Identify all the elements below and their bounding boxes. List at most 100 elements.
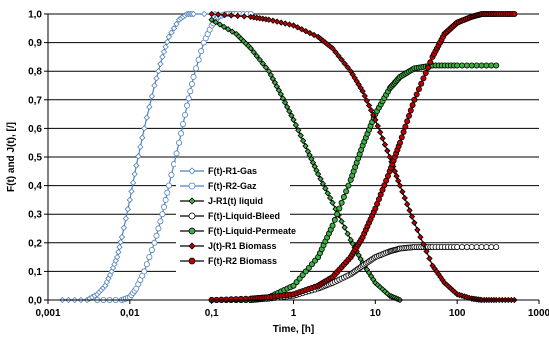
data-point (331, 216, 338, 223)
data-point (459, 244, 466, 251)
data-point (118, 233, 126, 241)
data-point (415, 86, 422, 93)
data-point (396, 139, 403, 146)
data-point (141, 268, 148, 275)
data-point (165, 182, 172, 189)
data-point (341, 60, 348, 67)
data-point (299, 137, 307, 144)
data-point (160, 48, 168, 56)
data-point (374, 122, 381, 130)
y-tick-label: 0,2 (28, 238, 42, 249)
data-point (164, 38, 171, 46)
data-point (417, 233, 424, 241)
y-tick-label: 0,1 (28, 267, 42, 278)
data-point (137, 143, 144, 151)
data-point (228, 296, 235, 303)
data-point (297, 132, 304, 139)
data-point (165, 33, 173, 41)
x-axis-title: Time, [h] (273, 324, 314, 335)
data-point (212, 18, 219, 26)
data-point (168, 29, 175, 36)
data-point (122, 215, 130, 222)
data-point (278, 19, 285, 26)
data-point (277, 90, 284, 98)
data-point (363, 97, 371, 104)
data-point (324, 190, 331, 197)
data-point (483, 244, 490, 251)
data-point (298, 26, 305, 33)
data-point (326, 194, 334, 202)
data-point (155, 225, 162, 232)
data-point (223, 296, 230, 303)
data-point (184, 102, 191, 109)
data-point (349, 240, 356, 247)
data-point (290, 22, 297, 29)
data-point (483, 62, 490, 69)
data-point (159, 211, 166, 218)
y-tick-label: 0,4 (28, 181, 42, 192)
data-point (302, 27, 309, 35)
x-tick-label: 100 (449, 308, 466, 319)
data-point (404, 118, 411, 125)
data-point (162, 43, 169, 51)
data-point (161, 204, 168, 211)
data-point (157, 218, 164, 225)
data-point (201, 10, 208, 18)
data-point (493, 244, 500, 251)
data-point (334, 211, 341, 218)
data-point (221, 11, 228, 19)
data-point (190, 10, 197, 18)
data-point (173, 20, 180, 28)
data-point (265, 16, 273, 23)
ticks: 0,001 0,01 0,1 1 10 100 1000 0,0 0,1 0,2 0,3 0,4 0,5… (28, 10, 549, 320)
data-point (411, 96, 418, 103)
data-point (279, 95, 287, 102)
legend-label: F(t)-Liquid-Permeate (208, 226, 296, 236)
data-point (185, 95, 192, 102)
legend-marker (188, 167, 196, 175)
data-point (133, 162, 140, 169)
data-point (295, 127, 302, 134)
data-point (247, 45, 254, 52)
data-point (283, 103, 291, 111)
y-axis-title: F(t) and J(t), [/] (6, 122, 17, 192)
data-point (229, 28, 236, 35)
data-point (493, 62, 500, 69)
data-point (190, 73, 197, 80)
data-point (151, 239, 158, 246)
data-point (338, 218, 345, 225)
data-point (233, 296, 240, 303)
data-point (224, 26, 232, 33)
data-point (215, 11, 222, 18)
data-point (413, 91, 420, 98)
data-point (141, 125, 148, 132)
data-point (294, 24, 301, 31)
data-point (423, 248, 430, 255)
data-point (148, 93, 156, 100)
data-point (188, 81, 195, 88)
data-point (314, 170, 322, 178)
data-point (143, 114, 150, 121)
data-point (310, 31, 318, 39)
y-tick-label: 0,6 (28, 124, 42, 135)
data-point (319, 180, 327, 187)
data-point (414, 226, 421, 234)
data-point (459, 62, 466, 69)
legend: F(t)-R1-Gas F(t)-R2-Gaz J-R1(t) liquid F(t)… (176, 162, 296, 273)
data-point (253, 52, 260, 60)
data-point (180, 121, 187, 128)
data-point (117, 238, 124, 246)
data-point (427, 59, 434, 66)
data-point (344, 230, 351, 237)
data-point (139, 134, 146, 141)
data-point (340, 194, 347, 201)
data-point (478, 244, 485, 251)
data-point (267, 71, 275, 79)
legend-label: J(t)-R1 Biomass (208, 241, 277, 251)
data-point (275, 87, 282, 94)
data-point (411, 219, 418, 226)
legend-label: F(t)-R2-Gaz (208, 181, 257, 191)
data-point (386, 153, 393, 161)
data-point (113, 253, 121, 261)
